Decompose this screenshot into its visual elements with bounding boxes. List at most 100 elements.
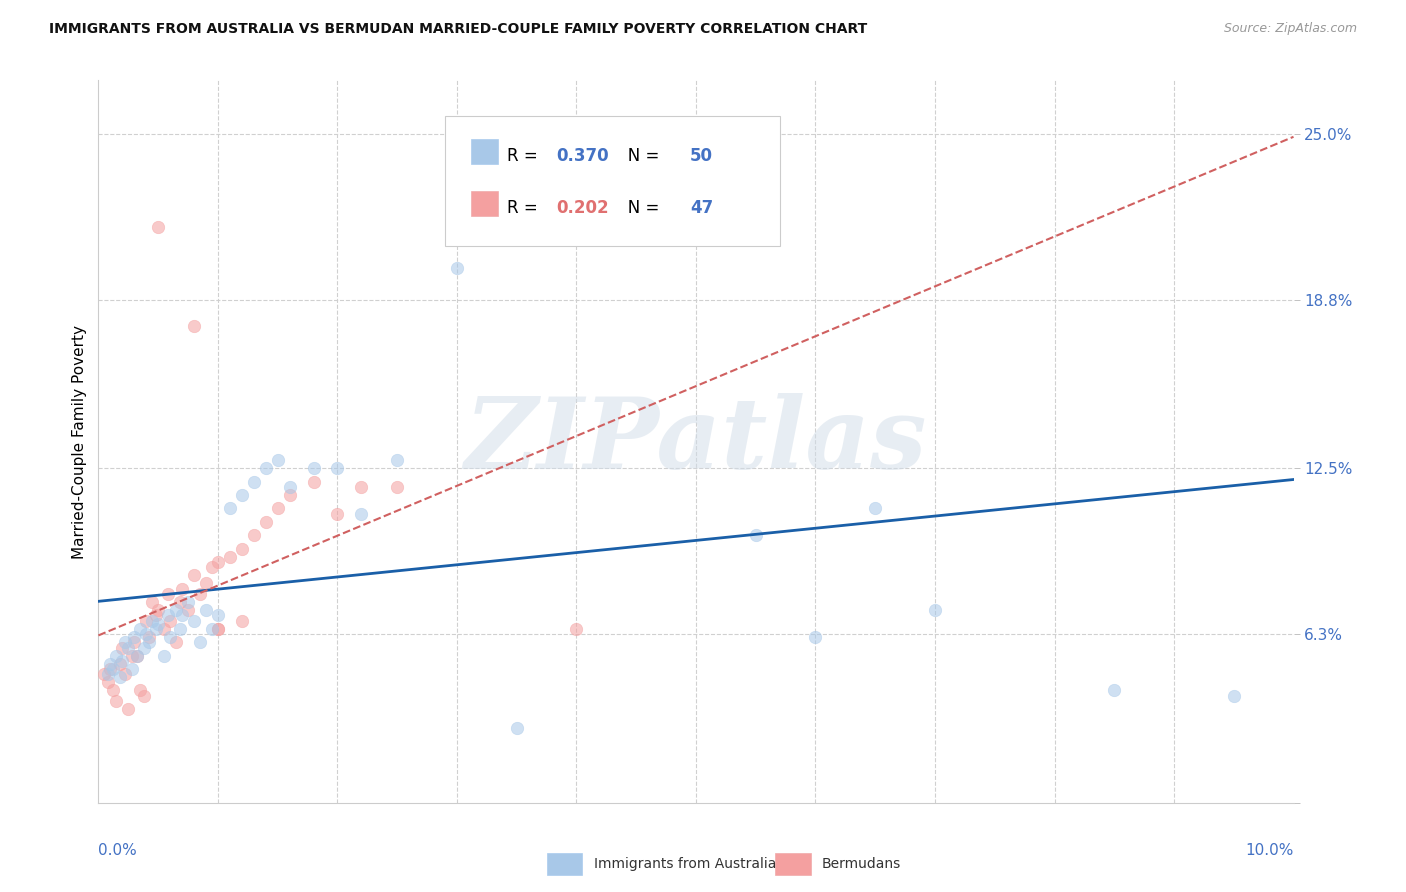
Point	[141, 595, 163, 609]
Point	[446, 260, 468, 275]
Point	[121, 662, 143, 676]
Point	[183, 614, 205, 628]
Point	[138, 630, 160, 644]
Point	[326, 507, 349, 521]
Point	[924, 603, 946, 617]
Point	[159, 630, 181, 644]
FancyBboxPatch shape	[547, 854, 582, 875]
Point	[201, 622, 224, 636]
Point	[172, 582, 194, 596]
Text: 10.0%: 10.0%	[1246, 843, 1294, 857]
Point	[98, 657, 122, 671]
Text: 50: 50	[690, 147, 713, 165]
FancyBboxPatch shape	[446, 117, 780, 246]
Point	[195, 576, 218, 591]
Point	[804, 630, 827, 644]
Point	[243, 528, 266, 542]
Point	[219, 501, 242, 516]
Y-axis label: Married-Couple Family Poverty: Married-Couple Family Poverty	[72, 325, 87, 558]
Point	[125, 648, 148, 663]
Point	[219, 549, 242, 564]
Point	[165, 635, 187, 649]
Point	[93, 667, 115, 681]
Point	[108, 670, 131, 684]
Point	[148, 616, 170, 631]
Text: N =: N =	[613, 199, 665, 217]
Point	[153, 622, 176, 636]
Point	[111, 654, 134, 668]
Point	[121, 648, 143, 663]
Point	[159, 614, 181, 628]
Point	[278, 480, 301, 494]
Point	[101, 662, 124, 676]
Text: 0.202: 0.202	[557, 199, 609, 217]
Point	[350, 507, 373, 521]
Point	[145, 608, 167, 623]
Point	[589, 167, 612, 181]
Text: R =: R =	[508, 199, 543, 217]
FancyBboxPatch shape	[471, 139, 498, 164]
Point	[165, 603, 187, 617]
Point	[1104, 683, 1126, 698]
Point	[114, 635, 136, 649]
Point	[254, 515, 277, 529]
Point	[117, 640, 139, 655]
Text: Immigrants from Australia: Immigrants from Australia	[595, 857, 776, 871]
Point	[129, 622, 152, 636]
FancyBboxPatch shape	[471, 191, 498, 216]
Text: 47: 47	[690, 199, 713, 217]
Point	[117, 702, 139, 716]
Point	[231, 541, 253, 556]
Point	[188, 635, 211, 649]
Point	[98, 662, 122, 676]
Point	[124, 630, 146, 644]
Point	[148, 220, 170, 235]
Point	[195, 603, 218, 617]
Point	[97, 675, 120, 690]
Point	[156, 587, 179, 601]
Point	[138, 635, 160, 649]
Point	[243, 475, 266, 489]
Point	[207, 622, 229, 636]
Point	[231, 488, 253, 502]
Point	[114, 667, 136, 681]
Point	[156, 608, 179, 623]
Point	[865, 501, 887, 516]
Point	[135, 627, 157, 641]
Point	[129, 683, 152, 698]
Point	[350, 480, 373, 494]
Point	[745, 528, 768, 542]
Point	[254, 461, 277, 475]
Point	[111, 640, 134, 655]
Point	[153, 648, 176, 663]
Point	[105, 694, 128, 708]
Point	[385, 453, 409, 467]
Point	[302, 475, 325, 489]
Text: IMMIGRANTS FROM AUSTRALIA VS BERMUDAN MARRIED-COUPLE FAMILY POVERTY CORRELATION : IMMIGRANTS FROM AUSTRALIA VS BERMUDAN MA…	[49, 22, 868, 37]
Point	[661, 153, 683, 168]
Point	[132, 689, 155, 703]
Point	[385, 480, 409, 494]
Point	[302, 461, 325, 475]
Point	[267, 501, 290, 516]
Point	[172, 608, 194, 623]
Text: R =: R =	[508, 147, 543, 165]
Text: 0.370: 0.370	[557, 147, 609, 165]
Point	[506, 721, 529, 735]
Point	[97, 667, 120, 681]
Text: N =: N =	[613, 147, 665, 165]
Text: ZIPatlas: ZIPatlas	[465, 393, 927, 490]
Point	[177, 603, 200, 617]
Point	[188, 587, 211, 601]
Point	[125, 648, 148, 663]
Point	[278, 488, 301, 502]
Point	[177, 595, 200, 609]
Point	[132, 640, 155, 655]
Point	[101, 683, 124, 698]
Text: Bermudans: Bermudans	[821, 857, 901, 871]
Point	[135, 614, 157, 628]
Point	[183, 319, 205, 334]
Point	[231, 614, 253, 628]
Point	[124, 635, 146, 649]
Point	[148, 603, 170, 617]
